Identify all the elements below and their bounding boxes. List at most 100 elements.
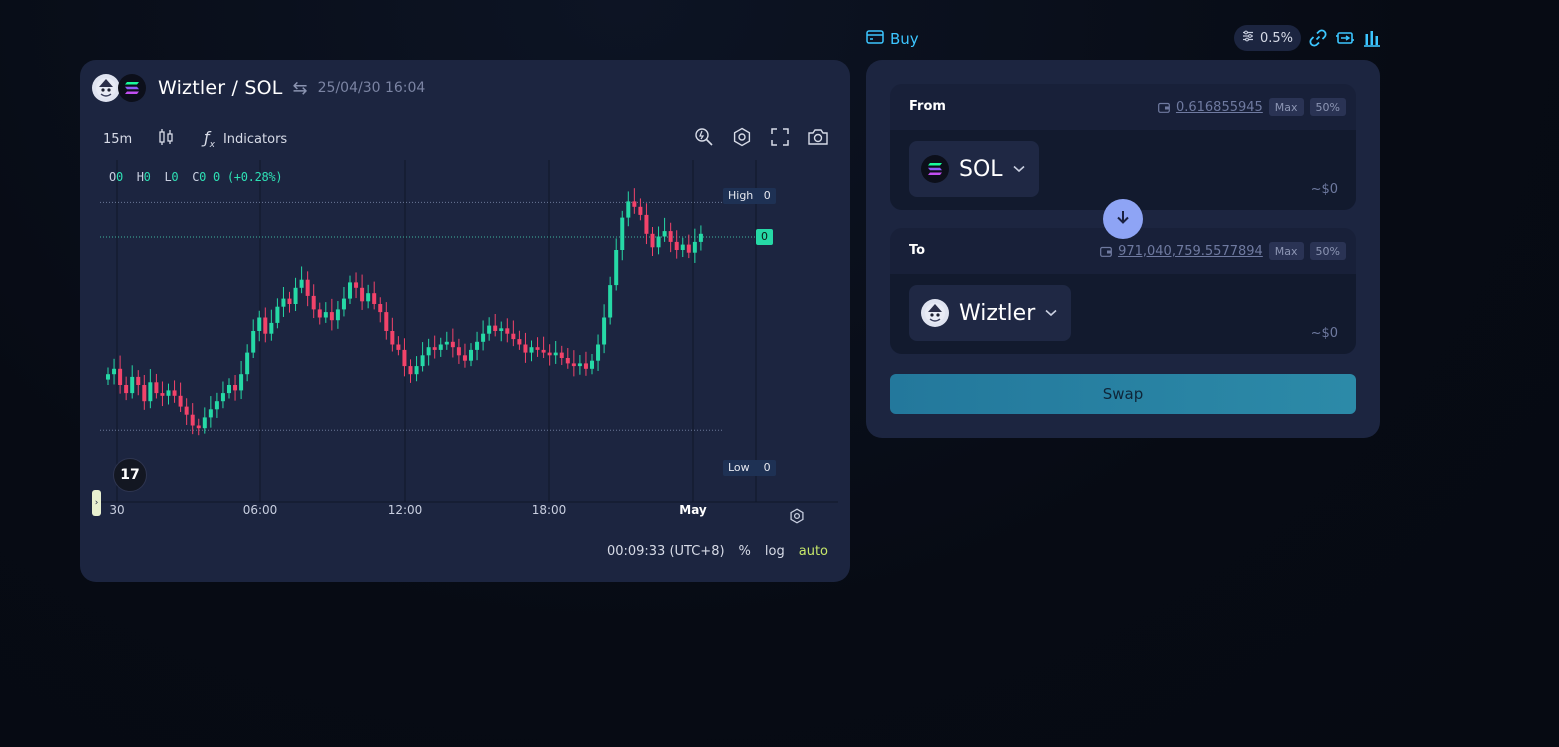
candle bbox=[481, 333, 486, 342]
from-input-area[interactable]: SOL ~$0 bbox=[890, 130, 1356, 210]
candle bbox=[208, 409, 213, 418]
candle bbox=[245, 352, 250, 375]
clock-readout: 00:09:33 (UTC+8) bbox=[606, 543, 725, 559]
to-label: To bbox=[909, 243, 926, 258]
candle bbox=[602, 317, 607, 345]
sol-token-avatar bbox=[118, 74, 146, 102]
from-token-selector[interactable]: SOL bbox=[909, 141, 1039, 197]
pair-header: Wiztler / SOL ⇆ 25/04/30 16:04 bbox=[92, 72, 425, 104]
candle bbox=[378, 304, 383, 313]
candle bbox=[450, 341, 455, 348]
chart-bottom-bar: 00:09:33 (UTC+8) % log auto bbox=[607, 542, 828, 560]
candle bbox=[166, 390, 171, 396]
from-half-button[interactable]: 50% bbox=[1309, 98, 1346, 116]
x-tick-label: 12:00 bbox=[387, 503, 423, 517]
from-box: From 0.616855945 Max 50% SOL bbox=[890, 84, 1356, 210]
candle bbox=[360, 287, 365, 302]
bar-chart-icon[interactable] bbox=[1363, 29, 1381, 47]
candle bbox=[614, 250, 619, 286]
percent-scale-toggle[interactable]: % bbox=[738, 543, 751, 559]
candle-type-button[interactable] bbox=[158, 124, 174, 154]
slippage-button[interactable]: 0.5% bbox=[1234, 25, 1302, 51]
to-box: To 971,040,759.5577894 Max 50% bbox=[890, 228, 1356, 354]
candle bbox=[178, 395, 183, 407]
candle bbox=[396, 344, 401, 350]
candle bbox=[227, 385, 231, 394]
axis-settings-icon[interactable] bbox=[789, 508, 805, 528]
flip-direction-button[interactable] bbox=[1103, 199, 1143, 239]
candle bbox=[438, 344, 443, 350]
candle bbox=[523, 344, 528, 353]
to-max-button[interactable]: Max bbox=[1268, 242, 1304, 260]
candle bbox=[456, 347, 461, 356]
indicators-button[interactable]: ƒx Indicators bbox=[204, 124, 287, 154]
candle bbox=[372, 293, 377, 304]
candle bbox=[432, 347, 437, 350]
candle bbox=[136, 376, 141, 385]
candle bbox=[287, 298, 292, 304]
from-header: From 0.616855945 Max 50% bbox=[890, 84, 1356, 130]
candle bbox=[444, 341, 449, 345]
log-scale-toggle[interactable]: log bbox=[764, 543, 785, 559]
candle bbox=[202, 417, 207, 429]
to-token-selector[interactable]: Wiztler bbox=[909, 285, 1072, 341]
candle bbox=[257, 317, 262, 331]
from-label: From bbox=[909, 99, 946, 114]
from-max-button[interactable]: Max bbox=[1268, 98, 1304, 116]
candle bbox=[547, 352, 552, 356]
from-balance-amount[interactable]: 0.616855945 bbox=[1175, 99, 1263, 115]
candle bbox=[118, 368, 123, 385]
sidebar-toggle-handle[interactable]: › bbox=[92, 490, 101, 516]
candle bbox=[668, 231, 673, 242]
replay-button[interactable] bbox=[694, 124, 714, 154]
high-price-tag: High 0 bbox=[723, 188, 776, 204]
candle bbox=[281, 298, 286, 307]
price-chart[interactable] bbox=[100, 160, 838, 530]
candle bbox=[263, 317, 268, 334]
to-input-area[interactable]: Wiztler ~$0 bbox=[890, 274, 1356, 354]
slippage-value: 0.5% bbox=[1260, 30, 1294, 46]
sliders-icon bbox=[1242, 30, 1254, 46]
auto-scale-toggle[interactable]: auto bbox=[798, 543, 828, 559]
fullscreen-button[interactable] bbox=[771, 124, 789, 154]
tradingview-logo[interactable]: 𝟭𝟳 bbox=[113, 458, 147, 492]
candle bbox=[650, 233, 655, 248]
x-tick-label: 30 bbox=[109, 503, 125, 517]
magnify-chart-icon bbox=[694, 127, 714, 151]
link-icon[interactable] bbox=[1309, 29, 1327, 47]
candle bbox=[414, 366, 419, 375]
candle bbox=[426, 347, 431, 356]
candle bbox=[124, 385, 129, 394]
candle bbox=[692, 241, 697, 253]
candle bbox=[269, 322, 274, 334]
candle bbox=[541, 349, 546, 353]
candle bbox=[529, 347, 534, 353]
to-balance-amount[interactable]: 971,040,759.5577894 bbox=[1118, 243, 1263, 259]
candle bbox=[517, 339, 522, 345]
candlestick-plot[interactable] bbox=[100, 160, 838, 530]
swap-button[interactable]: Swap bbox=[890, 374, 1356, 414]
candle bbox=[680, 244, 685, 250]
interval-button[interactable]: 15m bbox=[103, 131, 133, 147]
candle bbox=[608, 285, 613, 318]
candle bbox=[487, 325, 492, 334]
x-tick-label: 18:00 bbox=[531, 503, 567, 517]
swap-pair-icon[interactable]: ⇆ bbox=[292, 77, 308, 99]
candle bbox=[293, 287, 298, 304]
ohlc-legend: O0 H0 L0 C0 0 (+0.28%) bbox=[109, 170, 283, 184]
swap-settings-bar: 0.5% bbox=[1234, 25, 1381, 51]
screenshot-button[interactable] bbox=[807, 124, 829, 154]
candle bbox=[656, 236, 661, 248]
chevron-down-icon bbox=[1013, 162, 1025, 176]
buy-tab[interactable]: Buy bbox=[866, 28, 919, 50]
bridge-icon[interactable] bbox=[1335, 29, 1355, 47]
candle bbox=[251, 331, 256, 353]
candle bbox=[354, 282, 359, 288]
chart-settings-button[interactable] bbox=[732, 124, 752, 154]
candle bbox=[620, 217, 625, 250]
candle bbox=[142, 385, 147, 402]
to-half-button[interactable]: 50% bbox=[1309, 242, 1346, 260]
candle bbox=[475, 341, 480, 350]
candle bbox=[233, 385, 238, 391]
candle bbox=[384, 312, 389, 331]
